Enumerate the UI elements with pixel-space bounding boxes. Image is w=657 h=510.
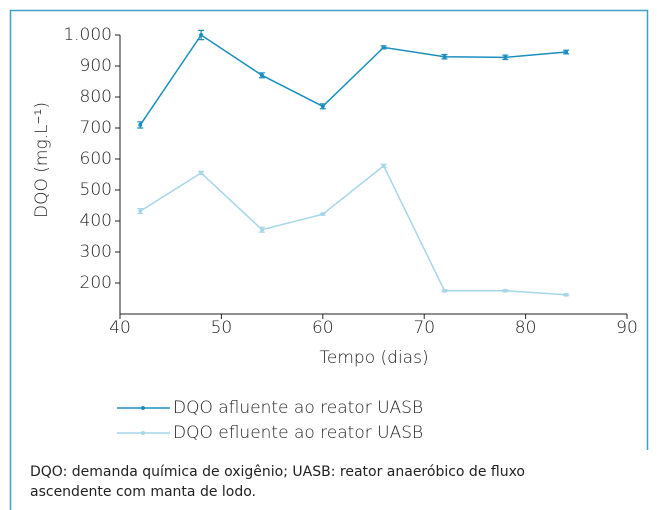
- data-point: [503, 55, 508, 60]
- y-tick-label: 300: [80, 242, 112, 262]
- data-point: [138, 122, 143, 127]
- series-line: [139, 164, 567, 296]
- data-point: [320, 104, 325, 109]
- y-tick-label: 600: [80, 149, 112, 169]
- data-point: [442, 288, 447, 293]
- x-tick-label: 70: [413, 318, 435, 338]
- data-point: [503, 288, 508, 293]
- data-point: [259, 227, 264, 232]
- data-point: [381, 163, 386, 168]
- y-tick-label: 500: [80, 180, 112, 200]
- data-point: [138, 209, 143, 214]
- data-point: [442, 54, 447, 59]
- y-tick-label: 900: [80, 56, 112, 76]
- x-tick-label: 50: [211, 318, 233, 338]
- x-tick-label: 80: [515, 318, 537, 338]
- legend-label: DQO afluente ao reator UASB: [173, 398, 423, 418]
- y-tick-label: 400: [80, 211, 112, 231]
- data-point: [320, 212, 325, 217]
- legend-marker: [141, 406, 145, 410]
- x-axis-label: Tempo (dias): [319, 348, 428, 368]
- y-tick-label: 200: [80, 273, 112, 293]
- data-point: [564, 292, 569, 297]
- data-point: [199, 170, 204, 175]
- y-tick-label: 700: [80, 118, 112, 138]
- legend-label: DQO efluente ao reator UASB: [173, 423, 423, 443]
- footnote: DQO: demanda química de oxigênio; UASB: …: [30, 464, 525, 500]
- data-point: [564, 50, 569, 55]
- legend-marker: [141, 431, 145, 435]
- y-axis-label: DQO (mg.L⁻¹): [32, 102, 52, 218]
- x-tick-label: 40: [109, 318, 131, 338]
- frame: [9, 9, 649, 510]
- y-tick-label: 1.000: [63, 25, 112, 45]
- data-point: [259, 73, 264, 78]
- x-tick-label: 90: [616, 318, 638, 338]
- data-point: [381, 45, 386, 50]
- y-tick-label: 800: [80, 87, 112, 107]
- x-tick-label: 60: [312, 318, 334, 338]
- data-point: [199, 33, 204, 37]
- series-line: [139, 33, 567, 126]
